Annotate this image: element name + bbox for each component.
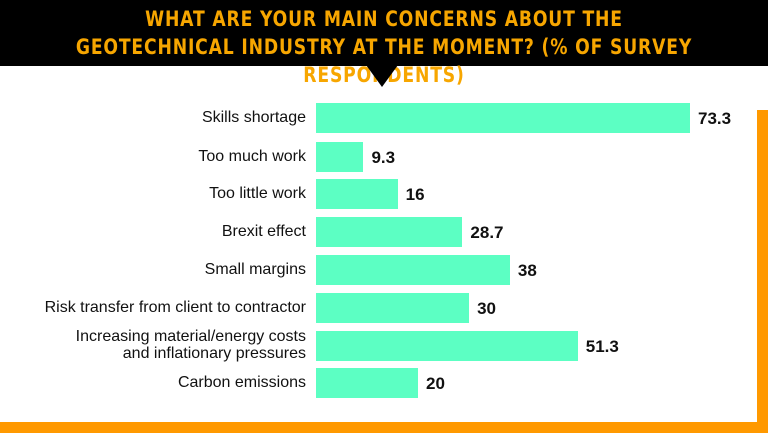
value-label: 51.3 bbox=[585, 337, 619, 356]
category-label: Too little work bbox=[209, 184, 306, 202]
bar bbox=[316, 142, 364, 172]
category-label: Carbon emissions bbox=[177, 373, 306, 391]
category-label: Brexit effect bbox=[221, 222, 306, 240]
bar bbox=[316, 293, 470, 323]
bar bbox=[316, 368, 419, 398]
banner-pointer bbox=[366, 65, 398, 87]
value-label: 30 bbox=[477, 299, 496, 318]
frame-bottom-border bbox=[0, 422, 768, 433]
value-label: 38 bbox=[517, 261, 537, 280]
bar bbox=[316, 217, 463, 247]
category-label: Risk transfer from client to contractor bbox=[44, 298, 306, 316]
value-label: 16 bbox=[405, 185, 425, 204]
value-label: 28.7 bbox=[470, 223, 504, 242]
category-label: Small margins bbox=[204, 260, 306, 278]
value-label: 73.3 bbox=[698, 109, 732, 128]
category-label: Increasing material/energy costs and infl… bbox=[75, 328, 306, 362]
frame-right-border bbox=[757, 110, 768, 433]
bar bbox=[316, 179, 398, 209]
category-label: Skills shortage bbox=[201, 108, 306, 126]
bar bbox=[316, 103, 690, 133]
bar bbox=[316, 255, 510, 285]
bar bbox=[316, 331, 578, 361]
category-label: Too much work bbox=[198, 147, 306, 165]
value-label: 9.3 bbox=[371, 148, 396, 167]
value-label: 20 bbox=[426, 374, 445, 393]
